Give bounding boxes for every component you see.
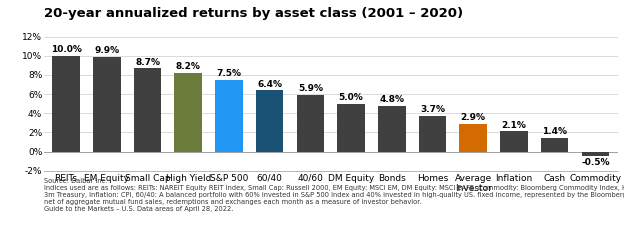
Text: 5.9%: 5.9% bbox=[298, 84, 323, 93]
Bar bbox=[337, 104, 365, 152]
Text: 8.7%: 8.7% bbox=[135, 58, 160, 67]
Bar bbox=[541, 138, 568, 152]
Text: 5.0%: 5.0% bbox=[339, 93, 363, 102]
Bar bbox=[378, 106, 406, 152]
Bar bbox=[256, 90, 283, 152]
Text: 6.4%: 6.4% bbox=[257, 80, 282, 89]
Bar bbox=[582, 152, 609, 156]
Text: 9.9%: 9.9% bbox=[94, 46, 119, 55]
Bar bbox=[174, 73, 202, 152]
Text: 10.0%: 10.0% bbox=[51, 45, 82, 54]
Text: 20-year annualized returns by asset class (2001 – 2020): 20-year annualized returns by asset clas… bbox=[44, 7, 463, 20]
Text: 4.8%: 4.8% bbox=[379, 95, 404, 104]
Text: Source: Dalbar Inc.
Indices used are as follows: REITs: NAREIT Equity REIT Index: Source: Dalbar Inc. Indices used are as … bbox=[44, 178, 624, 212]
Bar bbox=[52, 56, 80, 152]
Text: 7.5%: 7.5% bbox=[217, 69, 241, 78]
Bar bbox=[296, 95, 324, 152]
Text: 3.7%: 3.7% bbox=[420, 105, 445, 114]
Bar bbox=[134, 68, 162, 152]
Bar bbox=[459, 124, 487, 152]
Text: 2.9%: 2.9% bbox=[461, 113, 485, 122]
Text: 2.1%: 2.1% bbox=[502, 121, 527, 130]
Bar bbox=[419, 116, 446, 152]
Text: -0.5%: -0.5% bbox=[581, 158, 610, 167]
Bar bbox=[215, 80, 243, 152]
Bar bbox=[93, 57, 120, 152]
Text: 8.2%: 8.2% bbox=[176, 62, 201, 71]
Bar bbox=[500, 132, 528, 152]
Text: 1.4%: 1.4% bbox=[542, 127, 567, 136]
